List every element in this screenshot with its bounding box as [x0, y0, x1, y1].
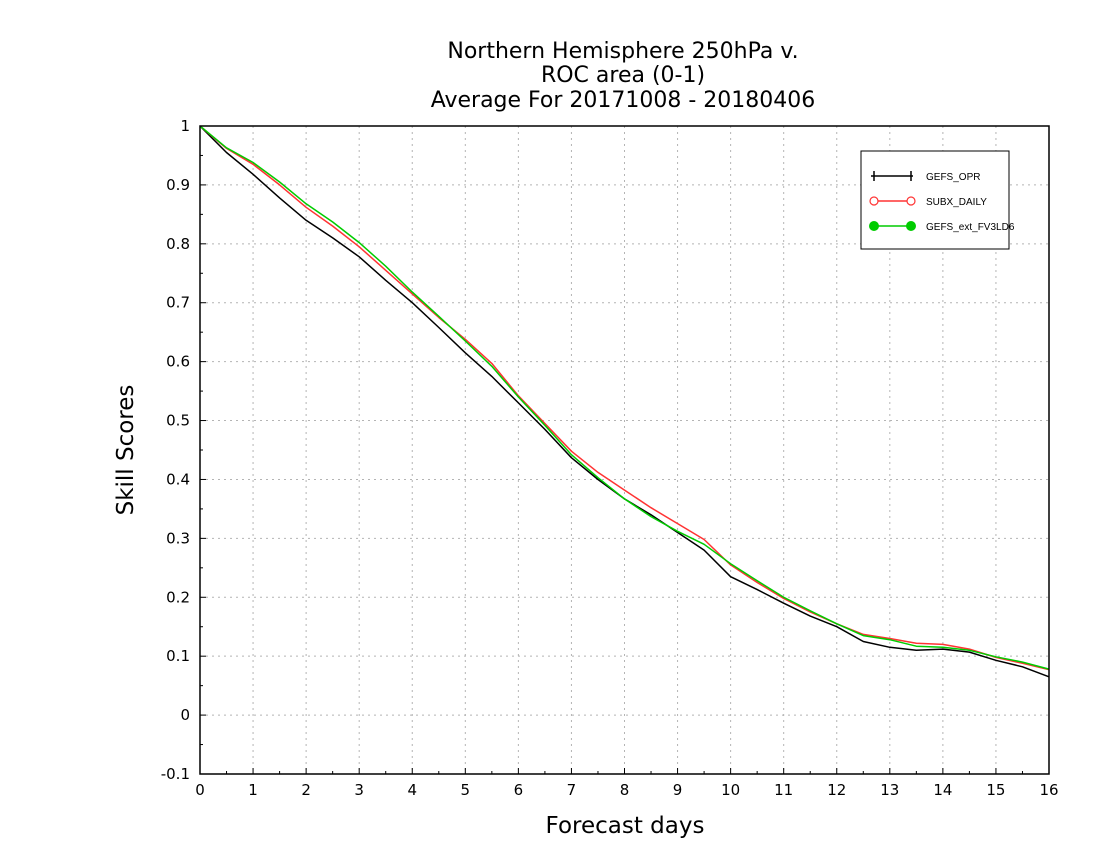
y-tick-label: 0.2 — [166, 588, 190, 606]
y-tick-label: 0.9 — [166, 176, 190, 194]
x-tick-label: 7 — [567, 781, 577, 799]
x-tick-label: 1 — [248, 781, 258, 799]
legend-item: SUBX_DAILY — [869, 196, 987, 208]
grid — [200, 126, 1049, 774]
title-line-1: Northern Hemisphere 250hPa v. — [447, 39, 798, 64]
x-tick-label: 15 — [986, 781, 1005, 799]
legend-marker — [906, 196, 916, 206]
y-tick-label: 0.4 — [166, 470, 190, 488]
x-tick-label: 5 — [461, 781, 471, 799]
legend-marker — [869, 196, 879, 206]
series-line-subx-daily — [199, 125, 1050, 671]
x-tick-label: 11 — [774, 781, 793, 799]
y-tick-label: -0.1 — [161, 765, 190, 783]
x-tick-label: 2 — [301, 781, 311, 799]
y-tick-label: 0.5 — [166, 412, 190, 430]
legend-item: GEFS_OPR — [871, 171, 980, 183]
y-tick-label: 0.1 — [166, 647, 190, 665]
legend-marker — [906, 221, 916, 231]
legend-box — [860, 150, 1010, 250]
x-tick-label: 4 — [407, 781, 417, 799]
y-tick-label: 0.3 — [166, 529, 190, 547]
x-tick-label: 12 — [827, 781, 846, 799]
x-tick-label: 13 — [880, 781, 899, 799]
x-axis-label: Forecast days — [546, 813, 705, 839]
series-lines — [199, 125, 1050, 678]
plot-frame — [199, 125, 1050, 775]
x-tick-label: 6 — [514, 781, 524, 799]
x-tick-label: 0 — [195, 781, 205, 799]
chart-title: Northern Hemisphere 250hPa v. ROC area (… — [431, 39, 816, 113]
y-tick-label: 0.8 — [166, 235, 190, 253]
legend-label: GEFS_OPR — [926, 172, 980, 183]
x-tick-label: 3 — [354, 781, 364, 799]
series-line-gefs-ext-fv3ld6 — [199, 125, 1050, 670]
y-tick-label: 0.6 — [166, 353, 190, 371]
axis-ticks: 0 1 2 3 4 5 6 7 8 9 10 11 12 13 14 15 16-0.100.10.20.30.… — [161, 117, 1059, 799]
x-tick-label: 8 — [620, 781, 630, 799]
legend-item: GEFS_ext_FV3LD6 — [869, 221, 1015, 233]
legend-label: SUBX_DAILY — [926, 197, 987, 208]
y-tick-label: 0.7 — [166, 294, 190, 312]
title-line-3: Average For 20171008 - 20180406 — [431, 88, 816, 113]
title-line-2: ROC area (0-1) — [541, 63, 705, 88]
legend-marker — [869, 221, 879, 231]
legend-label: GEFS_ext_FV3LD6 — [926, 222, 1015, 233]
y-axis-label: Skill Scores — [113, 385, 139, 516]
y-tick-label: 0 — [180, 706, 190, 724]
y-tick-label: 1 — [180, 117, 190, 135]
x-tick-label: 16 — [1039, 781, 1058, 799]
x-tick-label: 10 — [721, 781, 740, 799]
x-tick-label: 9 — [673, 781, 683, 799]
x-tick-label: 14 — [933, 781, 952, 799]
legend: GEFS_OPR SUBX_DAILY GEFS_ext_FV3LD6 — [860, 150, 1015, 250]
